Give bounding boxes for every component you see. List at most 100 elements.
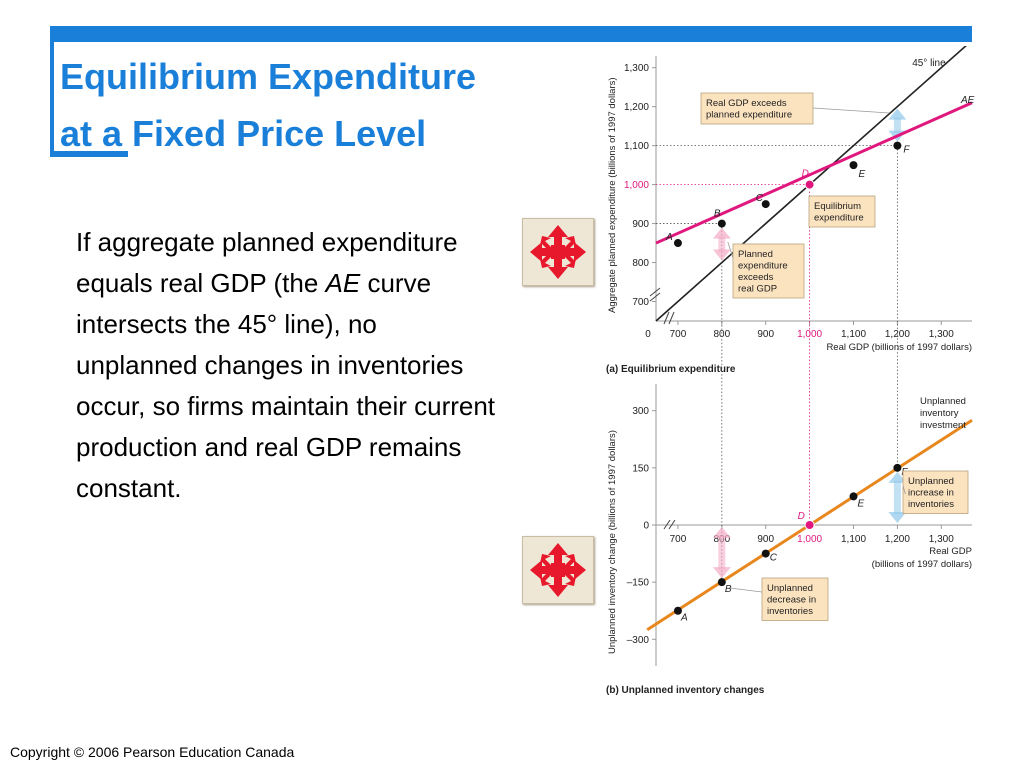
title-accent-underline (50, 151, 128, 157)
panel-a-x-axis-break (663, 311, 675, 325)
ae-curve-label: AE (960, 95, 975, 106)
panel-a-y-tick-label: 1,200 (624, 102, 649, 113)
panel-b-x-tick-label: 700 (670, 534, 687, 545)
panel-a-point-label-A: A (665, 232, 673, 243)
panel-b-x-tick-label: 1,100 (841, 534, 866, 545)
panel-a-caption: (a) Equilibrium expenditure (606, 364, 736, 375)
panel-b-y-tick-label: 0 (643, 521, 649, 532)
panel-b-point-label-D: D (798, 511, 805, 522)
panel-a-x-tick-label: 1,000 (797, 329, 822, 340)
callout-unplanned-increase-text: inventories (908, 499, 954, 510)
title-accent-vertical (50, 26, 54, 157)
panel-a-x-axis-label: Real GDP (billions of 1997 dollars) (826, 342, 972, 353)
panel-a-point-A (673, 239, 682, 248)
callout-real-gdp-exceeds-text: Real GDP exceeds (706, 98, 787, 109)
panel-b-x-tick-label: 1,300 (929, 534, 954, 545)
panel-b-x-tick-label: 1,200 (885, 534, 910, 545)
callout-unplanned-increase-box (902, 470, 969, 514)
inventory-curve-label: Unplanned (920, 396, 966, 407)
slide-body-text: If aggregate planned expenditure equals … (76, 222, 496, 509)
gap-arrow-b-decrease-head-up (712, 527, 731, 538)
slide-title: Equilibrium Expenditure at a Fixed Price… (60, 48, 476, 162)
panel-a-point-D (804, 179, 815, 190)
panel-b-x-axis-label: (billions of 1997 dollars) (872, 559, 972, 570)
callout-equilibrium-text: expenditure (814, 213, 864, 224)
panel-a-point-label-F: F (903, 145, 910, 156)
panel-a-x-tick-label: 900 (757, 329, 774, 340)
panel-b-point-D (804, 520, 815, 530)
gap-arrow-b-increase-head-up (888, 471, 907, 483)
panel-b-y-tick-label: –300 (627, 635, 650, 646)
panel-b-point-C (761, 549, 770, 558)
move-arrows-icon (530, 543, 586, 597)
gap-arrow-b-increase-head-down (888, 512, 907, 523)
panel-a-y-tick-label: 1,000 (624, 180, 649, 191)
gap-arrow-a-excess-gdp-shaft (893, 117, 901, 133)
panel-a-point-F (893, 141, 902, 150)
panel-a-x-tick-label: 800 (713, 329, 730, 340)
panel-a-point-label-C: C (756, 193, 764, 204)
panel-b-x-tick-label: 1,000 (797, 534, 822, 545)
callout-real-gdp-exceeds-text: planned expenditure (706, 110, 792, 121)
panel-b-point-F (893, 463, 902, 472)
panel-a-y-tick-label: 1,100 (624, 141, 649, 152)
panel-b-point-label-A: A (680, 613, 688, 624)
panel-b-point-label-B: B (725, 584, 732, 595)
gap-arrow-b-decrease-head-down (712, 567, 731, 579)
move-arrows-button-bottom[interactable] (522, 536, 594, 604)
callout-unplanned-increase-text: Unplanned (908, 476, 954, 487)
callout-planned-exceeds-leader (727, 241, 734, 259)
callout-planned-exceeds-box (732, 243, 805, 299)
panel-a-point-label-B: B (714, 209, 721, 220)
callout-real-gdp-exceeds-leader (812, 107, 890, 114)
move-arrows-button-top[interactable] (522, 218, 594, 286)
panel-a-point-label-D: D (802, 169, 809, 180)
gap-arrow-b-increase-shaft (893, 480, 901, 514)
gap-arrow-a-excess-gdp-head-up (888, 108, 907, 120)
panel-b-y-tick-label: –150 (627, 578, 650, 589)
title-accent-bar (50, 26, 972, 42)
callout-unplanned-decrease-text: Unplanned (767, 583, 813, 594)
panel-a-x-tick-label: 1,100 (841, 329, 866, 340)
callout-planned-exceeds-text: expenditure (738, 261, 788, 272)
panel-a-x-tick-label: 1,200 (885, 329, 910, 340)
panel-b-point-E (849, 492, 858, 501)
panel-b-x-tick-label: 900 (757, 534, 774, 545)
body-text-part-1: If aggregate planned expenditure equals … (76, 227, 458, 298)
panel-a-point-B (717, 219, 726, 228)
callout-unplanned-increase-leader (902, 485, 906, 495)
panel-b-point-label-E: E (858, 498, 865, 509)
panel-a-y-tick-label: 800 (632, 258, 649, 269)
panel-a-x-tick-label: 0 (645, 329, 651, 340)
panel-b-x-axis-break (663, 519, 676, 530)
body-text-emphasis: AE (325, 268, 361, 298)
panel-a-point-E (849, 161, 858, 170)
panel-a-x-tick-label: 1,300 (929, 329, 954, 340)
line-45-degree (655, 46, 967, 322)
panel-a-y-axis-break (649, 287, 661, 302)
callout-real-gdp-exceeds-box (700, 92, 814, 125)
panel-a-x-tick-label: 700 (670, 329, 687, 340)
gap-arrow-a-excess-spending-head-up (712, 227, 731, 239)
panel-b-point-A (673, 606, 682, 615)
slide-title-line-2: at a Fixed Price Level (60, 113, 427, 154)
callout-planned-exceeds-text: real GDP (738, 284, 777, 295)
line-45-label: 45° line (912, 58, 946, 69)
panel-a-y-tick-label: 1,300 (624, 63, 649, 74)
ae-curve (655, 101, 973, 245)
callout-equilibrium-text: Equilibrium (814, 201, 861, 212)
callout-unplanned-decrease-leader (729, 587, 763, 593)
equilibrium-expenditure-chart: 700 800 900 1,000 1,100 1,200 1,300 0 700 800 900 1… (606, 46, 975, 696)
panel-a-point-C (761, 200, 770, 209)
panel-b-caption: (b) Unplanned inventory changes (606, 685, 765, 696)
panel-b-point-label-C: C (770, 553, 778, 564)
panel-b-x-axis-label: Real GDP (929, 546, 972, 557)
slide-title-line-1: Equilibrium Expenditure (60, 56, 477, 97)
callout-unplanned-decrease-text: decrease in (767, 595, 816, 606)
panel-a-y-tick-label: 700 (632, 297, 649, 308)
inventory-curve-label: inventory (920, 408, 959, 419)
callout-unplanned-decrease-text: inventories (767, 606, 813, 617)
panel-a-y-tick-label: 900 (632, 219, 649, 230)
callout-unplanned-decrease-box (761, 577, 829, 621)
panel-b-y-tick-label: 300 (632, 406, 649, 417)
